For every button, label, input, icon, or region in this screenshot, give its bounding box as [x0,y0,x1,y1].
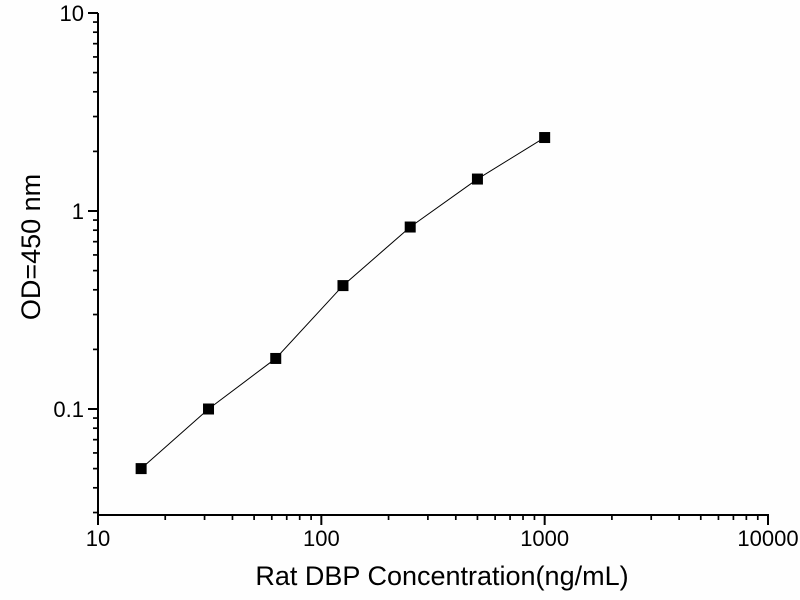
data-point-marker [203,403,215,415]
axes [88,12,769,525]
x-axis-title: Rat DBP Concentration(ng/mL) [255,561,628,591]
data-point-marker [539,132,551,144]
data-point-marker [404,221,416,233]
y-tick-label: 1 [72,199,84,224]
data-point-marker [337,280,349,292]
data-point-marker [135,463,147,475]
y-tick-label: 0.1 [53,397,84,422]
y-axis-title: OD=450 nm [16,174,46,320]
x-tick-label: 100 [303,526,340,551]
axis-tick-labels: 10 100 1000 10000 0.1 1 10 [53,1,798,551]
x-tick-label: 10 [86,526,110,551]
data-point-marker [270,352,282,364]
x-tick-label: 1000 [520,526,569,551]
y-tick-label: 10 [60,1,84,26]
data-series [135,132,551,475]
data-point-marker [471,173,483,185]
x-tick-label: 10000 [737,526,798,551]
